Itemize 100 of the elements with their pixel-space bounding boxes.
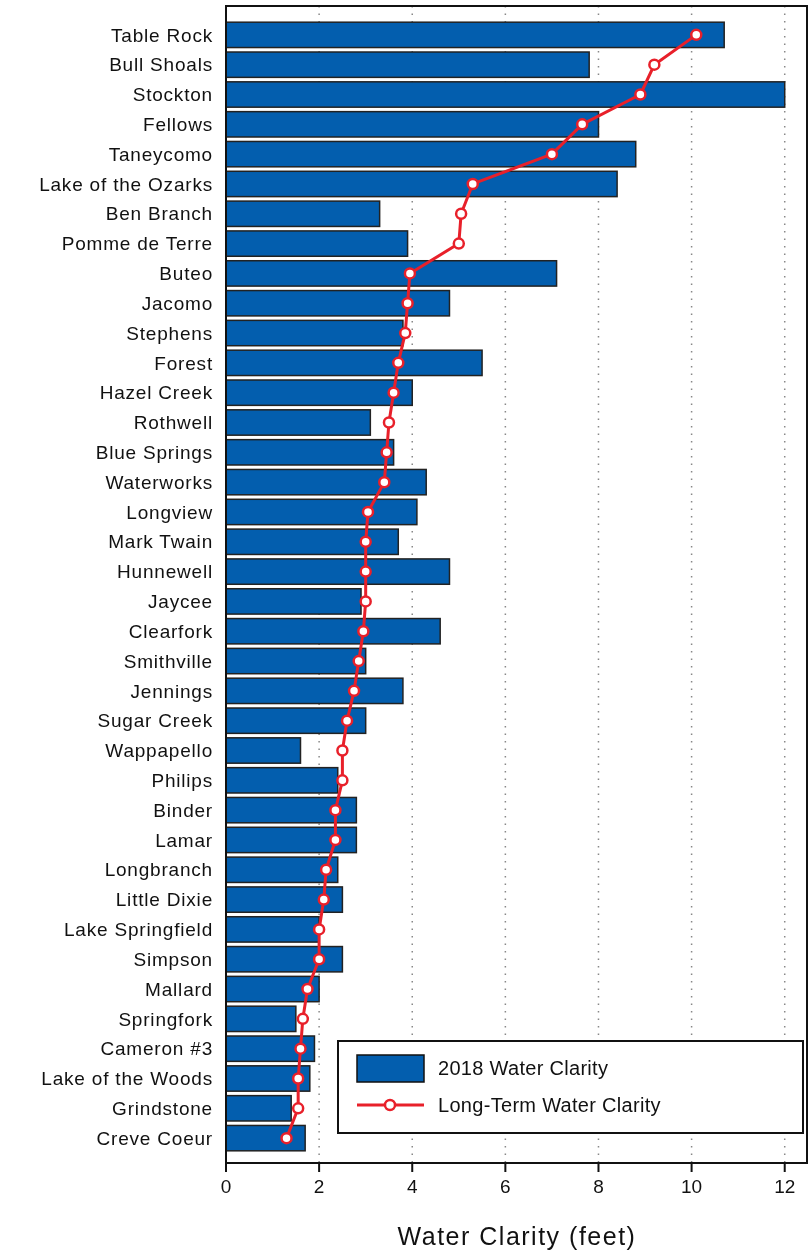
y-tick-label: Smithville xyxy=(123,650,213,672)
x-tick-label: 10 xyxy=(681,1176,703,1197)
bar xyxy=(225,1035,316,1063)
y-tick-label: Waterworks xyxy=(105,471,213,493)
y-tick-label: Hazel Creek xyxy=(99,382,213,404)
y-tick-label: Lake Springfield xyxy=(63,919,213,941)
y-tick-label: Lamar xyxy=(155,829,213,851)
point xyxy=(392,356,405,370)
y-tick-label: Stephens xyxy=(126,322,213,344)
bar xyxy=(225,975,320,1003)
bar xyxy=(225,81,786,108)
point xyxy=(336,774,349,787)
point xyxy=(378,475,391,489)
y-tick-label: Clearfork xyxy=(128,620,213,642)
bar xyxy=(225,349,483,377)
point xyxy=(301,982,314,996)
bar xyxy=(225,886,344,914)
point xyxy=(466,177,480,191)
point xyxy=(312,952,326,966)
y-tick-label: Table Rock xyxy=(111,24,213,46)
x-tick-label: 2 xyxy=(313,1176,325,1197)
point xyxy=(291,1102,305,1115)
legend-label: 2018 Water Clarity xyxy=(438,1057,609,1079)
bar xyxy=(225,647,367,675)
bar xyxy=(225,856,339,884)
point xyxy=(296,1012,310,1026)
point xyxy=(401,296,414,310)
y-tick-label: Jaycee xyxy=(147,591,213,613)
point xyxy=(387,386,400,399)
point xyxy=(399,326,412,340)
bar xyxy=(225,51,590,79)
bar xyxy=(225,21,725,49)
y-tick-label: Longview xyxy=(126,501,213,523)
x-tick-label: 12 xyxy=(774,1176,796,1197)
y-tick-label: Stockton xyxy=(132,84,213,106)
bar xyxy=(225,498,418,526)
y-tick-label: Rothwell xyxy=(133,412,213,434)
bar xyxy=(225,140,637,168)
bar xyxy=(225,289,451,317)
point xyxy=(545,147,559,161)
point xyxy=(359,595,372,608)
point xyxy=(634,88,647,101)
bar xyxy=(225,558,451,586)
bar xyxy=(225,1094,292,1122)
bar xyxy=(225,110,600,138)
y-tick-label: Jacomo xyxy=(141,292,213,314)
point xyxy=(690,28,703,42)
point xyxy=(340,714,354,727)
point xyxy=(452,237,466,250)
bar xyxy=(225,766,339,794)
y-tick-label: Binder xyxy=(153,799,213,821)
bar xyxy=(225,379,413,407)
point xyxy=(357,624,370,638)
bar xyxy=(225,230,409,258)
point xyxy=(352,654,365,668)
bar xyxy=(225,617,441,645)
point xyxy=(294,1042,307,1055)
bar xyxy=(225,438,395,466)
point xyxy=(312,923,326,936)
point xyxy=(382,416,396,429)
bar xyxy=(225,945,344,973)
y-tick-label: Longbranch xyxy=(104,859,213,881)
y-tick-label: Ben Branch xyxy=(105,203,213,225)
x-tick-label: 0 xyxy=(220,1176,232,1197)
y-tick-label: Mallard xyxy=(145,978,213,1000)
point xyxy=(329,833,342,847)
point xyxy=(291,1072,305,1085)
y-tick-label: Taneycomo xyxy=(108,143,213,165)
bar xyxy=(225,259,558,287)
bar xyxy=(225,200,381,228)
bar xyxy=(225,587,362,615)
x-axis-title: Water Clarity (feet) xyxy=(397,1222,637,1250)
y-tick-label: Springfork xyxy=(118,1008,213,1030)
y-tick-label: Lake of the Ozarks xyxy=(39,173,213,195)
legend-label: Long-Term Water Clarity xyxy=(438,1094,661,1116)
x-tick-label: 4 xyxy=(406,1176,418,1197)
y-tick-label: Lake of the Woods xyxy=(41,1068,213,1090)
bar xyxy=(225,707,367,735)
y-tick-label: Fellows xyxy=(142,113,213,135)
point xyxy=(575,118,589,131)
bar xyxy=(225,1065,311,1092)
y-tick-label: Simpson xyxy=(133,948,213,970)
y-tick-label: Forest xyxy=(154,352,213,374)
point xyxy=(648,58,661,71)
bar xyxy=(225,409,372,436)
point xyxy=(403,267,417,280)
point xyxy=(317,893,331,906)
y-tick-label: Little Dixie xyxy=(115,889,213,911)
bar xyxy=(225,737,302,764)
y-tick-label: Wappapello xyxy=(105,740,213,762)
point xyxy=(319,863,333,877)
bar xyxy=(225,468,427,496)
y-tick-label: Bull Shoals xyxy=(109,54,213,76)
point xyxy=(380,446,393,459)
point xyxy=(361,505,375,519)
y-tick-label: Grindstone xyxy=(112,1097,213,1119)
x-tick-label: 8 xyxy=(593,1176,604,1197)
point xyxy=(347,684,361,698)
y-tick-label: Sugar Creek xyxy=(97,710,213,732)
y-tick-label: Hunnewell xyxy=(117,561,213,583)
